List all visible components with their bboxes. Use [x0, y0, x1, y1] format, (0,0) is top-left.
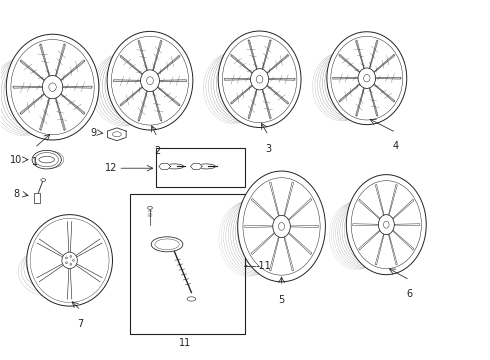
Text: 2: 2 — [154, 146, 160, 156]
Ellipse shape — [218, 31, 301, 127]
Ellipse shape — [147, 77, 153, 85]
Ellipse shape — [141, 70, 159, 91]
Text: 5: 5 — [278, 295, 285, 305]
Bar — [129, 194, 245, 334]
Ellipse shape — [256, 75, 263, 83]
Text: 8: 8 — [13, 189, 19, 199]
Text: 9: 9 — [90, 128, 96, 138]
Bar — [33, 193, 40, 203]
Ellipse shape — [6, 34, 99, 140]
Ellipse shape — [364, 75, 370, 82]
Ellipse shape — [250, 69, 269, 90]
Ellipse shape — [165, 164, 184, 169]
Polygon shape — [159, 163, 171, 170]
Ellipse shape — [187, 297, 196, 301]
Ellipse shape — [107, 31, 193, 130]
Ellipse shape — [70, 264, 72, 265]
Ellipse shape — [378, 215, 394, 235]
Ellipse shape — [273, 215, 290, 238]
Ellipse shape — [49, 83, 56, 91]
Text: 6: 6 — [407, 289, 413, 299]
Text: 7: 7 — [78, 319, 84, 329]
Polygon shape — [191, 163, 202, 170]
Text: 1: 1 — [31, 157, 38, 167]
Ellipse shape — [238, 171, 325, 282]
Ellipse shape — [62, 252, 77, 269]
Ellipse shape — [278, 222, 285, 230]
Text: 3: 3 — [265, 144, 271, 154]
Ellipse shape — [197, 164, 215, 169]
Bar — [156, 148, 245, 187]
Ellipse shape — [32, 150, 61, 169]
Text: -11: -11 — [256, 261, 271, 271]
Ellipse shape — [384, 221, 389, 228]
Polygon shape — [108, 128, 126, 141]
Ellipse shape — [66, 262, 67, 264]
Ellipse shape — [70, 256, 72, 257]
Ellipse shape — [42, 76, 63, 99]
Ellipse shape — [327, 32, 407, 125]
Text: 11: 11 — [179, 338, 192, 348]
Ellipse shape — [151, 237, 183, 252]
Ellipse shape — [346, 175, 426, 275]
Ellipse shape — [41, 179, 46, 181]
Text: 4: 4 — [393, 141, 399, 152]
Ellipse shape — [358, 68, 376, 89]
Ellipse shape — [66, 257, 67, 259]
Ellipse shape — [27, 215, 113, 306]
Ellipse shape — [73, 260, 74, 261]
Text: 10: 10 — [10, 155, 22, 165]
Text: 12: 12 — [104, 163, 117, 173]
